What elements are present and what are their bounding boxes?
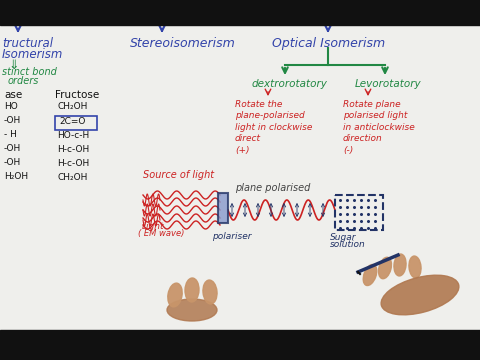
Text: -OH: -OH xyxy=(4,116,21,125)
Ellipse shape xyxy=(168,283,182,307)
Ellipse shape xyxy=(167,299,217,321)
Text: polariser: polariser xyxy=(212,232,252,241)
Text: tructural: tructural xyxy=(2,37,53,50)
Ellipse shape xyxy=(381,275,459,315)
Text: - H: - H xyxy=(4,130,17,139)
Ellipse shape xyxy=(363,265,377,285)
Bar xyxy=(218,193,228,223)
Text: Fructose: Fructose xyxy=(55,90,99,100)
Bar xyxy=(0,25,480,330)
Text: Isomerism: Isomerism xyxy=(2,48,63,61)
Bar xyxy=(335,195,383,230)
Text: HO: HO xyxy=(4,102,18,111)
Text: HO-с-H: HO-с-H xyxy=(57,131,89,140)
Ellipse shape xyxy=(185,278,199,302)
Text: H-с-OH: H-с-OH xyxy=(57,159,89,168)
Text: Stereoisomerism: Stereoisomerism xyxy=(130,37,236,50)
Ellipse shape xyxy=(409,256,421,278)
Text: ⇓: ⇓ xyxy=(8,59,19,72)
Bar xyxy=(0,0,480,25)
Text: -OH: -OH xyxy=(4,144,21,153)
Text: Rotate plane
polarised light
in anticlockwise
direction
(-): Rotate plane polarised light in anticloc… xyxy=(343,100,415,155)
Text: H-с-OH: H-с-OH xyxy=(57,145,89,154)
Bar xyxy=(55,116,97,130)
Text: dextrorotatory: dextrorotatory xyxy=(252,79,328,89)
Text: Optical Isomerism: Optical Isomerism xyxy=(272,37,385,50)
Text: Source of light: Source of light xyxy=(143,170,214,180)
Ellipse shape xyxy=(203,280,217,304)
Text: Rotate the
plane-polarised
light in clockwise
direct
(+): Rotate the plane-polarised light in cloc… xyxy=(235,100,312,155)
Text: ase: ase xyxy=(4,90,22,100)
Text: plane polarised: plane polarised xyxy=(235,183,311,193)
Text: 2C=O: 2C=O xyxy=(59,117,85,126)
Text: -OH: -OH xyxy=(4,158,21,167)
Text: ( EM wave): ( EM wave) xyxy=(138,229,184,238)
Text: orders: orders xyxy=(8,76,39,86)
Text: CH₂OH: CH₂OH xyxy=(57,102,87,111)
Ellipse shape xyxy=(379,257,392,279)
Text: stinct bond: stinct bond xyxy=(2,67,57,77)
Text: Light: Light xyxy=(142,222,165,231)
Text: CH₂OH: CH₂OH xyxy=(57,173,87,182)
Text: H₂OH: H₂OH xyxy=(4,172,28,181)
Text: Sugar: Sugar xyxy=(330,233,357,242)
Ellipse shape xyxy=(394,254,406,276)
Text: Levorotatory: Levorotatory xyxy=(355,79,421,89)
Bar xyxy=(0,330,480,360)
Text: solution: solution xyxy=(330,240,366,249)
